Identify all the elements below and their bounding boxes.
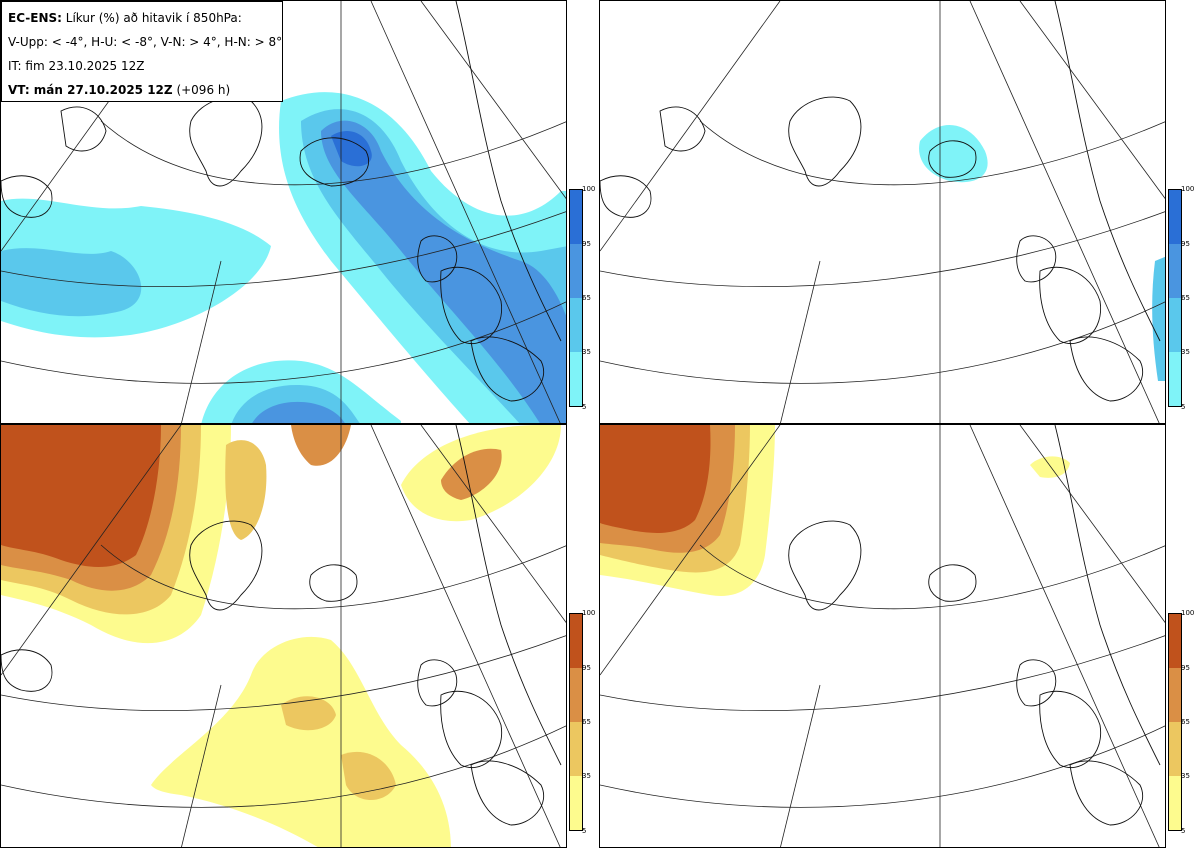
categories-line: V-Upp: < -4°, H-U: < -8°, V-N: > 4°, H-N… [8, 35, 283, 49]
coastlines [1, 425, 562, 826]
map-title: Líkur (%) að hitavik í 850hPa: [65, 11, 242, 25]
prob-area-atlantic-mid [281, 696, 336, 731]
colorbar-tick-label: 5 [1181, 403, 1186, 411]
colorbar-tick-label: 65 [1181, 718, 1190, 726]
prob-area-south-core [252, 401, 345, 423]
header-info-box: EC-ENS: Líkur (%) að hitavik í 850hPa: V… [1, 1, 283, 102]
prob-area-iceland [919, 124, 988, 183]
lead-time: (+096 h) [176, 83, 231, 97]
colorbar-upper-left: 100 95 65 35 5 [569, 185, 599, 411]
colorbar-tick-label: 95 [582, 664, 591, 672]
colorbar-tick-label: 100 [582, 609, 596, 617]
colorbar-frame [1168, 189, 1182, 407]
coastlines [788, 425, 1161, 826]
prob-area-canada-peak [600, 425, 711, 533]
colorbar-tick-label: 100 [582, 185, 596, 193]
colorbar-tick-label: 35 [582, 772, 591, 780]
colorbar-tick-label: 35 [1181, 348, 1190, 356]
colorbar-frame [1168, 613, 1182, 831]
colorbar-band [569, 722, 583, 776]
colorbar-tick-label: 100 [1181, 609, 1195, 617]
prob-area-canada-peak [1, 425, 161, 567]
colorbar-band [1168, 722, 1182, 776]
prob-area-core [321, 120, 566, 423]
colorbar-frame [569, 189, 583, 407]
init-time: IT: fim 23.10.2025 12Z [8, 59, 145, 73]
colorbar-tick-label: 65 [582, 294, 591, 302]
map-lower-left [1, 425, 566, 847]
colorbar-tick-label: 35 [582, 348, 591, 356]
colorbar-tick-label: 65 [582, 718, 591, 726]
colorbar-band [569, 613, 583, 668]
colorbar-band [1168, 776, 1182, 831]
graticule [1, 425, 566, 847]
prob-area-norway-core [441, 448, 502, 500]
colorbar-tick-label: 35 [1181, 772, 1190, 780]
colorbar-tick-label: 5 [1181, 827, 1186, 835]
prob-area-east [1152, 256, 1165, 381]
map-upper-left [1, 1, 566, 423]
colorbar-upper-right: 100 95 65 35 5 [1168, 185, 1198, 411]
graticule [600, 1, 1165, 423]
colorbar-lower-left: 100 95 65 35 5 [569, 609, 599, 835]
graticule [1, 1, 566, 423]
prob-area-norway [1030, 456, 1070, 478]
prob-area-atlantic [151, 636, 451, 847]
colorbar-tick-label: 95 [1181, 240, 1190, 248]
colorbar-tick-label: 5 [582, 827, 587, 835]
prob-area-greenland-strip [225, 440, 267, 540]
map-lower-right [600, 425, 1165, 847]
prob-area-north [291, 425, 351, 466]
valid-time: VT: mán 27.10.2025 12Z [8, 83, 173, 97]
colorbar-band [1168, 189, 1182, 244]
panel-lower-right [599, 424, 1166, 848]
colorbar-band [569, 244, 583, 298]
prob-area-west-mid [1, 248, 142, 317]
panel-lower-left [0, 424, 567, 848]
colorbar-band [569, 776, 583, 831]
prob-area-atlantic-mid2 [341, 751, 396, 800]
graticule [600, 425, 1165, 847]
colorbar-band [1168, 298, 1182, 352]
colorbar-tick-label: 65 [1181, 294, 1190, 302]
panel-upper-left: EC-ENS: Líkur (%) að hitavik í 850hPa: V… [0, 0, 567, 424]
colorbar-frame [569, 613, 583, 831]
colorbar-tick-label: 95 [582, 240, 591, 248]
colorbar-band [569, 668, 583, 722]
panel-upper-right [599, 0, 1166, 424]
model-label: EC-ENS: [8, 11, 62, 25]
colorbar-tick-label: 5 [582, 403, 587, 411]
coastlines [600, 1, 1161, 402]
colorbar-band [1168, 668, 1182, 722]
colorbar-band [569, 189, 583, 244]
colorbar-band [1168, 352, 1182, 407]
colorbar-band [569, 298, 583, 352]
map-upper-right [600, 1, 1165, 423]
colorbar-tick-label: 100 [1181, 185, 1195, 193]
colorbar-band [569, 352, 583, 407]
colorbar-band [1168, 613, 1182, 668]
colorbar-band [1168, 244, 1182, 298]
colorbar-lower-right: 100 95 65 35 5 [1168, 609, 1198, 835]
colorbar-tick-label: 95 [1181, 664, 1190, 672]
